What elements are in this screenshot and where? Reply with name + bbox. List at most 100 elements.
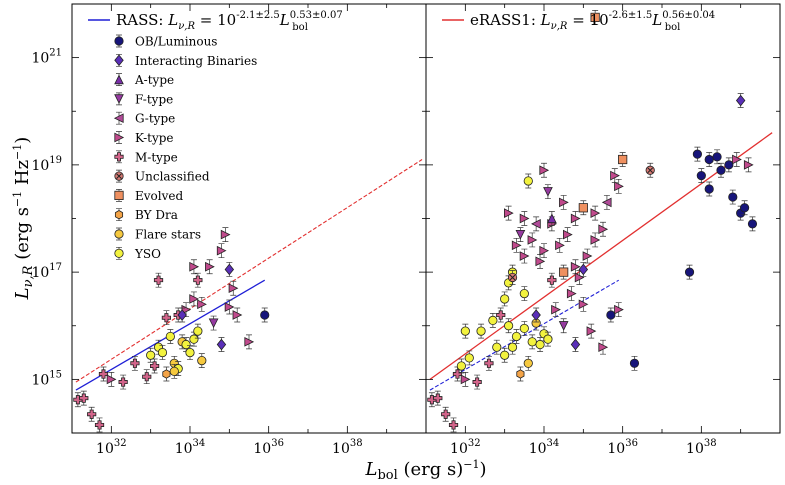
data-point-yso bbox=[476, 326, 486, 336]
data-point-flare-stars bbox=[169, 366, 179, 376]
data-point-yso bbox=[193, 326, 203, 336]
panel-1-point-73 bbox=[578, 262, 589, 277]
panel-1-point-15 bbox=[500, 347, 510, 363]
panel-1-point-82 bbox=[712, 149, 722, 165]
panel-1-point-43 bbox=[558, 318, 569, 334]
panel-1-point-56 bbox=[570, 211, 581, 226]
panel-1-point-60 bbox=[601, 195, 612, 210]
panel-0-point-5 bbox=[98, 366, 109, 382]
x-tick-label: 1034 bbox=[175, 438, 206, 457]
data-point-k-type bbox=[535, 256, 546, 267]
panel-1-point-45 bbox=[574, 270, 585, 285]
data-point-k-type bbox=[614, 304, 624, 315]
panel-0-points bbox=[73, 227, 270, 448]
panel-1-point-54 bbox=[547, 211, 557, 226]
panel-1-point-32 bbox=[496, 307, 506, 323]
legend-item-a-type: A-type bbox=[114, 73, 174, 87]
data-point-yso bbox=[527, 337, 537, 347]
panel-1-point-18 bbox=[511, 329, 522, 344]
legend-item-interacting-binaries: Interacting Binaries bbox=[114, 54, 257, 68]
panel-0-point-25 bbox=[161, 310, 172, 326]
panel-1-point-19 bbox=[516, 366, 525, 382]
panel-1-point-68 bbox=[515, 227, 526, 242]
panel-0-point-22 bbox=[193, 323, 203, 339]
panel-0-comparison-fit-line bbox=[75, 159, 423, 383]
panel-1-point-21 bbox=[523, 355, 533, 371]
panel-1-point-12 bbox=[476, 323, 486, 339]
legend-label: Flare stars bbox=[135, 228, 201, 242]
data-point-ob-luminous bbox=[260, 310, 270, 320]
data-point-yso bbox=[456, 361, 466, 371]
data-point-yso bbox=[500, 294, 510, 304]
panel-0-point-31 bbox=[232, 307, 243, 323]
legend-marker-flare-stars bbox=[114, 229, 124, 239]
panel-0-point-33 bbox=[153, 272, 164, 288]
panel-0-point-17 bbox=[165, 329, 175, 344]
x-tick-label: 1038 bbox=[686, 438, 717, 457]
data-point-ob-luminous bbox=[728, 192, 738, 202]
data-point-m-type bbox=[149, 361, 160, 371]
legend-label: Interacting Binaries bbox=[135, 54, 257, 68]
data-point-evolved bbox=[559, 267, 569, 277]
legend-label: K-type bbox=[135, 131, 174, 145]
data-point-k-type bbox=[563, 229, 573, 240]
error-bar bbox=[482, 434, 488, 448]
panel-1-point-66 bbox=[503, 205, 514, 221]
panel-0-fit-legend: RASS: Lν,R = 10-2.1±2.5L0.53±0.07 bol bbox=[88, 10, 343, 33]
panel-0-point-35 bbox=[177, 307, 187, 323]
legend-item-unclassified: Unclassified bbox=[114, 170, 210, 184]
data-point-interacting-binaries bbox=[531, 309, 541, 321]
panel-1-point-13 bbox=[492, 339, 502, 355]
data-point-ob-luminous bbox=[716, 165, 726, 175]
panel-0-point-4 bbox=[127, 434, 135, 448]
data-point-k-type bbox=[610, 170, 620, 181]
legend-label: OB/Luminous bbox=[135, 35, 217, 49]
data-point-evolved bbox=[618, 154, 628, 165]
data-point-by-dra bbox=[162, 369, 171, 379]
data-point-interacting-binaries bbox=[216, 338, 227, 351]
legend-label: BY Dra bbox=[135, 208, 178, 222]
legend-label: YSO bbox=[134, 247, 161, 261]
panel-1-point-4 bbox=[481, 434, 489, 448]
y-tick-label: 1021 bbox=[31, 48, 62, 67]
legend-item-m-type: M-type bbox=[114, 150, 178, 164]
data-point-yso bbox=[492, 342, 502, 352]
panel-0-point-7 bbox=[118, 374, 128, 390]
data-point-m-type bbox=[452, 369, 463, 379]
panel-0-point-43 bbox=[220, 227, 231, 242]
data-point-evolved bbox=[590, 12, 600, 23]
data-point-evolved bbox=[578, 203, 588, 213]
legend-label: F-type bbox=[135, 92, 173, 106]
data-point-k-type bbox=[570, 261, 581, 272]
panel-1-point-72 bbox=[570, 337, 581, 352]
legend-item-yso: YSO bbox=[114, 247, 161, 261]
data-point-m-type bbox=[153, 275, 164, 285]
panel-1-point-42 bbox=[551, 302, 561, 318]
panel-0-fit-lines bbox=[75, 159, 423, 391]
data-point-m-type bbox=[130, 358, 140, 368]
panel-1-point-27 bbox=[500, 291, 510, 307]
panel-1-point-49 bbox=[578, 296, 589, 312]
data-point-k-type bbox=[598, 224, 609, 235]
panel-1-point-87 bbox=[739, 200, 750, 216]
x-tick-label: 1032 bbox=[96, 438, 127, 457]
panel-1-frame bbox=[425, 3, 781, 434]
data-point-yso bbox=[543, 334, 553, 344]
panel-0-point-1 bbox=[79, 390, 89, 406]
legend-marker-g-type bbox=[113, 113, 124, 124]
data-point-m-type bbox=[433, 393, 443, 403]
panel-1-point-75 bbox=[618, 152, 628, 167]
error-bar bbox=[128, 434, 134, 448]
data-point-k-type bbox=[527, 235, 538, 245]
panel-0-point-30 bbox=[224, 299, 235, 315]
data-point-m-type bbox=[448, 420, 459, 430]
panel-1-point-85 bbox=[728, 189, 738, 205]
panel-1-point-47 bbox=[590, 232, 601, 248]
legend-marker-ob-luminous bbox=[114, 36, 124, 46]
legend-label: Unclassified bbox=[135, 170, 210, 184]
data-point-k-type bbox=[244, 336, 255, 347]
panel-0-point-41 bbox=[216, 243, 227, 259]
data-point-flare-stars bbox=[523, 358, 533, 368]
legend-label: A-type bbox=[134, 73, 174, 87]
data-point-yso bbox=[181, 339, 191, 350]
